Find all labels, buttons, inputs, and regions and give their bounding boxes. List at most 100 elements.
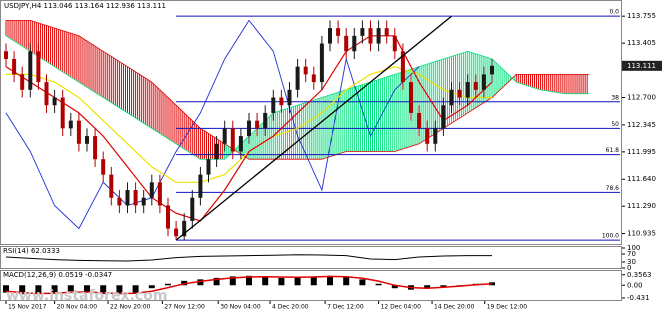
candle-body [481,74,486,90]
candle-body [52,97,57,106]
candle-body [408,82,413,113]
x-tick-label: 20 Nov 04:00 [57,304,98,311]
macd-bar [67,285,74,292]
macd-bar [116,285,123,295]
chikou-line [5,19,420,230]
candle-body [384,28,389,36]
candle-body [441,105,446,129]
y-tick-label: 0.00 [627,281,643,289]
x-tick-label: 22 Nov 20:00 [110,304,151,311]
trendline [175,15,452,241]
macd-bar [343,276,350,286]
candle-body [20,74,25,90]
rsi-line [5,254,492,262]
y-tick-label: 111.995 [627,148,656,156]
macd-bar [294,277,301,286]
candle-body [279,97,284,106]
candle-body [68,120,73,129]
candle-body [392,35,397,52]
macd-bar [19,285,26,295]
candle-body [133,190,138,206]
candle-body [214,143,219,160]
candle-body [222,128,227,144]
candle-body [465,82,470,98]
candle-body [311,74,316,83]
y-tick-label: 111.290 [627,202,656,210]
x-tick-label: 4 Dec 20:00 [272,304,309,311]
candle-body [449,89,454,106]
macd-panel [0,270,622,301]
candle-body [76,120,81,144]
y-tick-label: 112.700 [627,94,656,102]
macd-bar [164,283,171,286]
candle-body [206,159,211,175]
y-tick-label: -0.431 [627,294,650,302]
candle-body [263,112,268,129]
fib-label: 38 [611,94,619,101]
candle-body [319,43,324,83]
x-tick-label: 19 Dec 12:00 [487,304,528,311]
x-tick-label: 12 Dec 04:00 [381,304,422,311]
candle-body [93,136,98,160]
candle-body [336,28,341,36]
fib-label: 61.8 [606,147,620,154]
candle-body [376,28,381,44]
candle-body [174,228,179,237]
macd-bar [229,276,236,286]
macd-bar [440,285,447,287]
candle-body [344,35,349,52]
candle-body [84,136,89,144]
y-tick-label: 113.755 [627,12,656,20]
y-tick-label: 113.405 [627,39,656,47]
candle-body [190,197,195,221]
fib-label: 0.0 [609,9,619,16]
current-price: 113.111 [627,62,656,70]
macd-bar [51,285,58,293]
macd-bar [278,277,285,286]
candle-body [28,51,33,90]
x-tick-label: 15 Nov 2017 [8,304,47,311]
plot: 0.0 38 50 61.8 78.6 100.0 113.755 113.405 112.70… [2,9,662,311]
macd-bar [2,285,9,293]
candle-body [3,51,8,59]
macd-bar [262,276,269,286]
candle-body [489,65,494,75]
macd-label: MACD(12,26,9) 0.0519 -0.0347 [3,271,112,279]
header: USDJPY,H4 113.046 113.164 112.936 113.11… [4,2,166,10]
candle-body [425,128,430,144]
price-marker [622,60,662,71]
macd-signal [5,275,493,295]
main-panel [0,0,622,245]
candle-body [360,28,365,36]
candle-body [246,120,251,137]
candle-body [141,197,146,206]
macd-bar [100,285,107,295]
macd-bar [83,285,90,293]
candle-body [157,182,162,206]
macd-bar [197,279,204,286]
candle-body [109,174,114,198]
x-tick-label: 30 Nov 04:00 [220,304,261,311]
y-tick-label: 30 [627,258,636,266]
candle-body [271,97,276,113]
fib-label: 100.0 [602,233,619,240]
candle-body [182,220,187,237]
candle-body [165,205,170,229]
macd-bar [35,285,42,295]
candle-body [400,51,405,83]
candle-body [125,190,130,206]
y-tick-label: 110.935 [627,230,656,238]
x-tick-label: 14 Dec 20:00 [434,304,475,311]
candle-body [101,159,106,175]
macd-bar [213,277,220,286]
candle-body [60,97,65,129]
candle-body [352,35,357,52]
x-tick-label: 27 Nov 12:00 [164,304,205,311]
candle-body [368,28,373,44]
macd-bar [148,285,155,289]
rsi-label: RSI(14) 62.0333 [3,247,60,255]
candle-body [433,128,438,144]
candle-body [36,51,41,83]
y-tick-label: 0.3563 [627,271,652,279]
